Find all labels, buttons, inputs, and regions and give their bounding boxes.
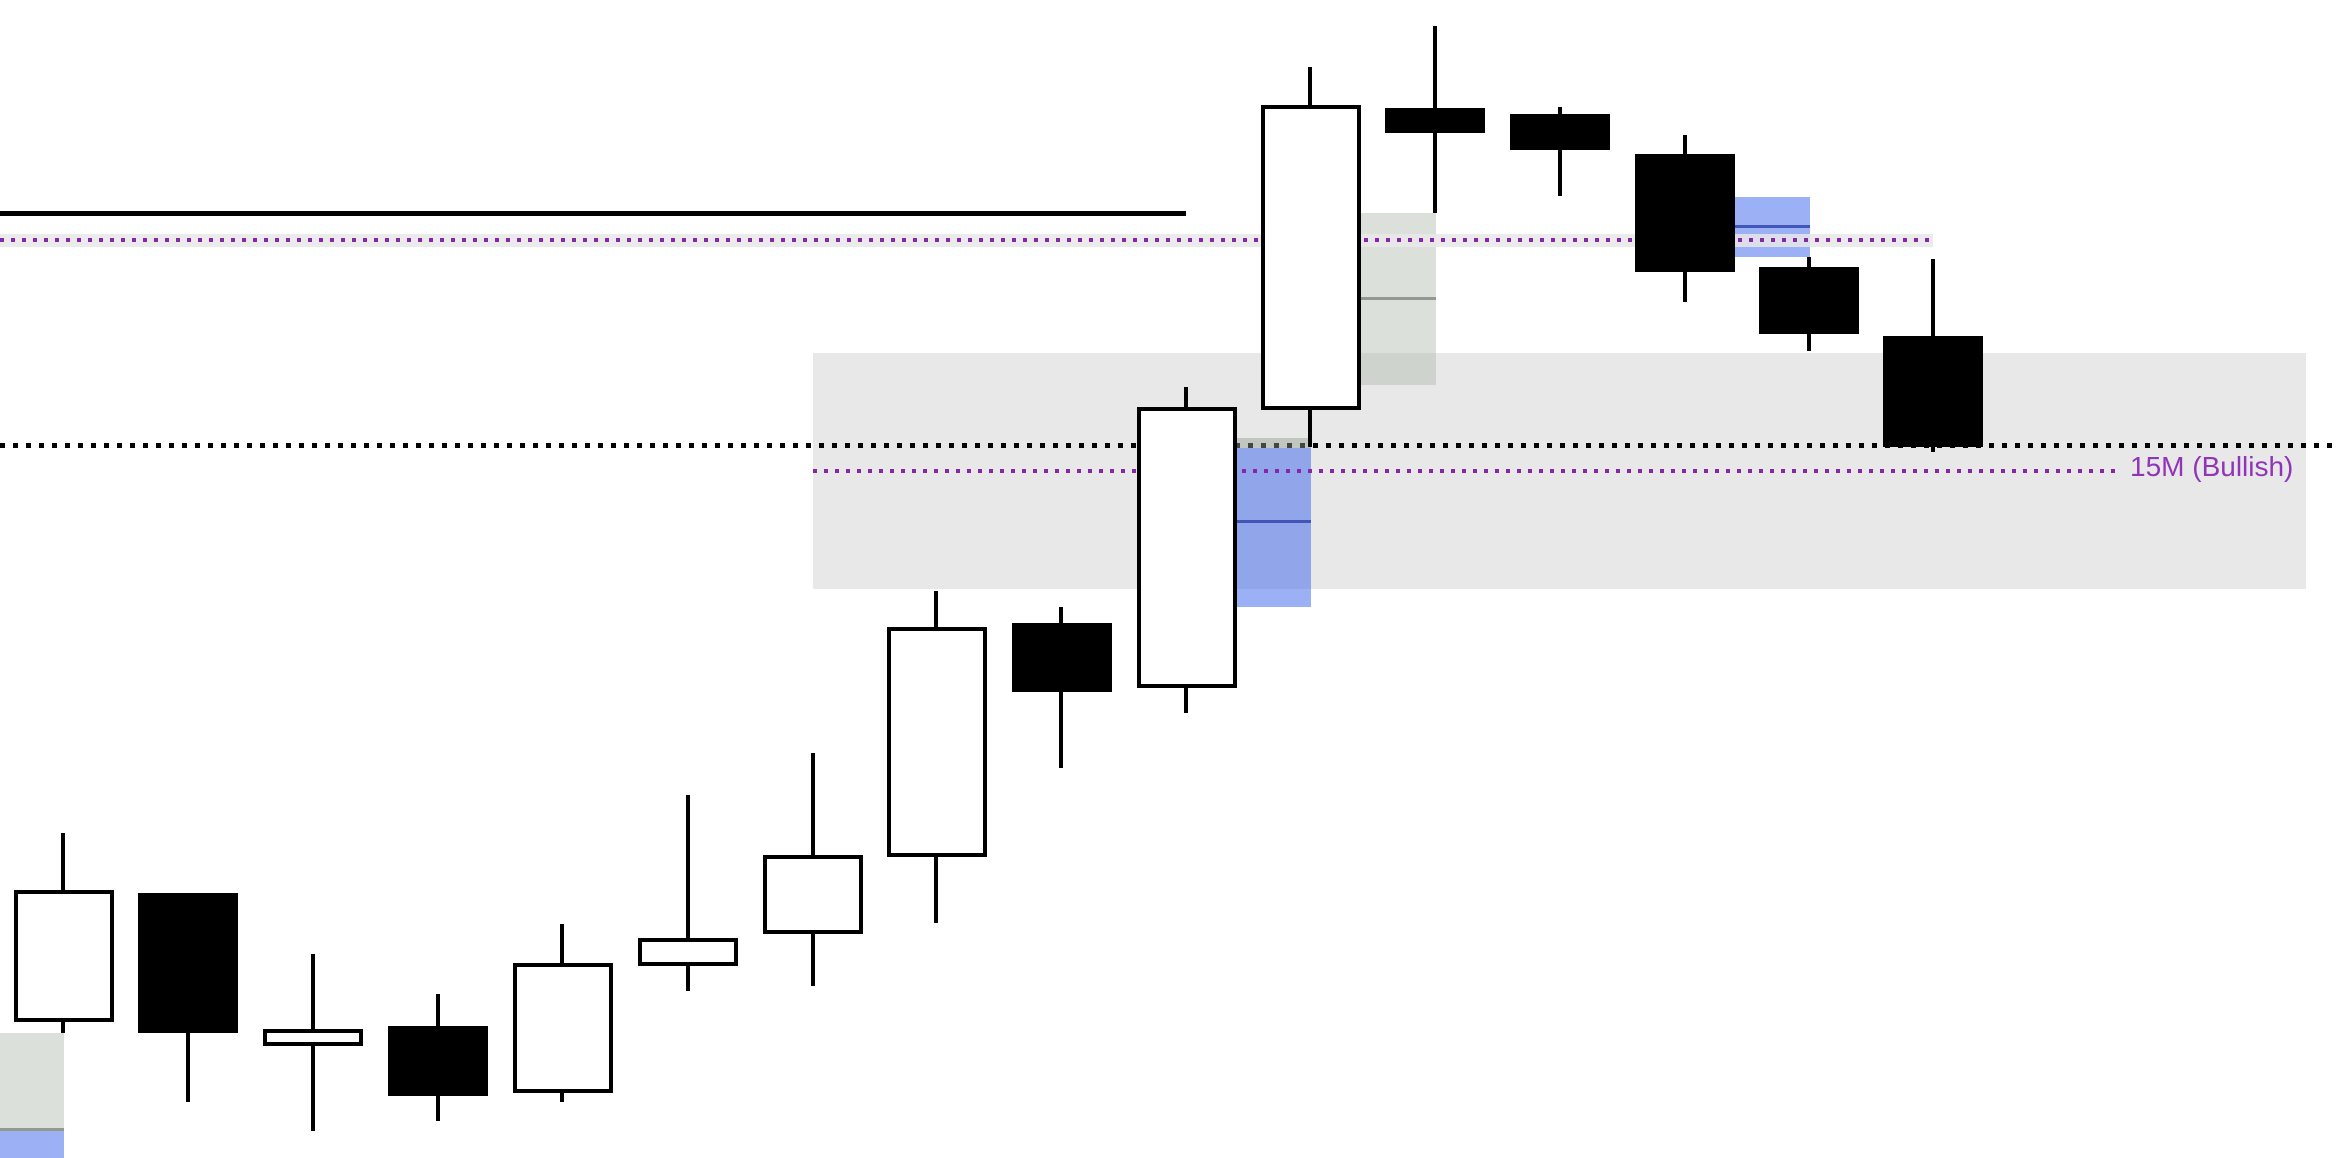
candle-body-bearish	[1635, 154, 1735, 272]
purple-dotted-top	[0, 238, 1933, 242]
resistance-line	[0, 211, 1186, 216]
candle-body-bullish	[513, 963, 613, 1093]
order-block-corner	[0, 1131, 64, 1158]
candle-body-bearish	[1510, 114, 1610, 150]
candle-body-bullish	[887, 627, 987, 857]
candle-body-bullish	[763, 855, 863, 934]
candle-body-bullish	[263, 1029, 363, 1046]
fvg-zone-corner-midline	[0, 1128, 64, 1131]
order-block-right-midline	[1735, 225, 1810, 228]
candle-wick	[686, 795, 690, 991]
candle-body-bullish	[638, 938, 738, 966]
timeframe-label: 15M (Bullish)	[2130, 451, 2294, 482]
candle-wick	[1558, 107, 1562, 196]
candle-body-bearish	[138, 893, 238, 1033]
fvg-zone-upper-midline	[1360, 297, 1436, 300]
candle-body-bullish	[14, 890, 114, 1022]
candle-body-bullish	[1137, 407, 1237, 688]
candle-body-bearish	[1759, 267, 1859, 334]
candle-body-bearish	[1012, 623, 1112, 692]
purple-dotted-bullish	[813, 469, 2117, 473]
candle-body-bearish	[1883, 336, 1983, 447]
candle-body-bearish	[1385, 108, 1485, 133]
candle-body-bullish	[1261, 105, 1361, 410]
order-block-strip-mid	[1236, 438, 1311, 448]
order-block-mid	[1236, 448, 1311, 607]
candle-body-bearish	[388, 1026, 488, 1096]
fvg-zone-corner	[0, 1033, 64, 1128]
order-block-mid-midline	[1236, 520, 1311, 523]
